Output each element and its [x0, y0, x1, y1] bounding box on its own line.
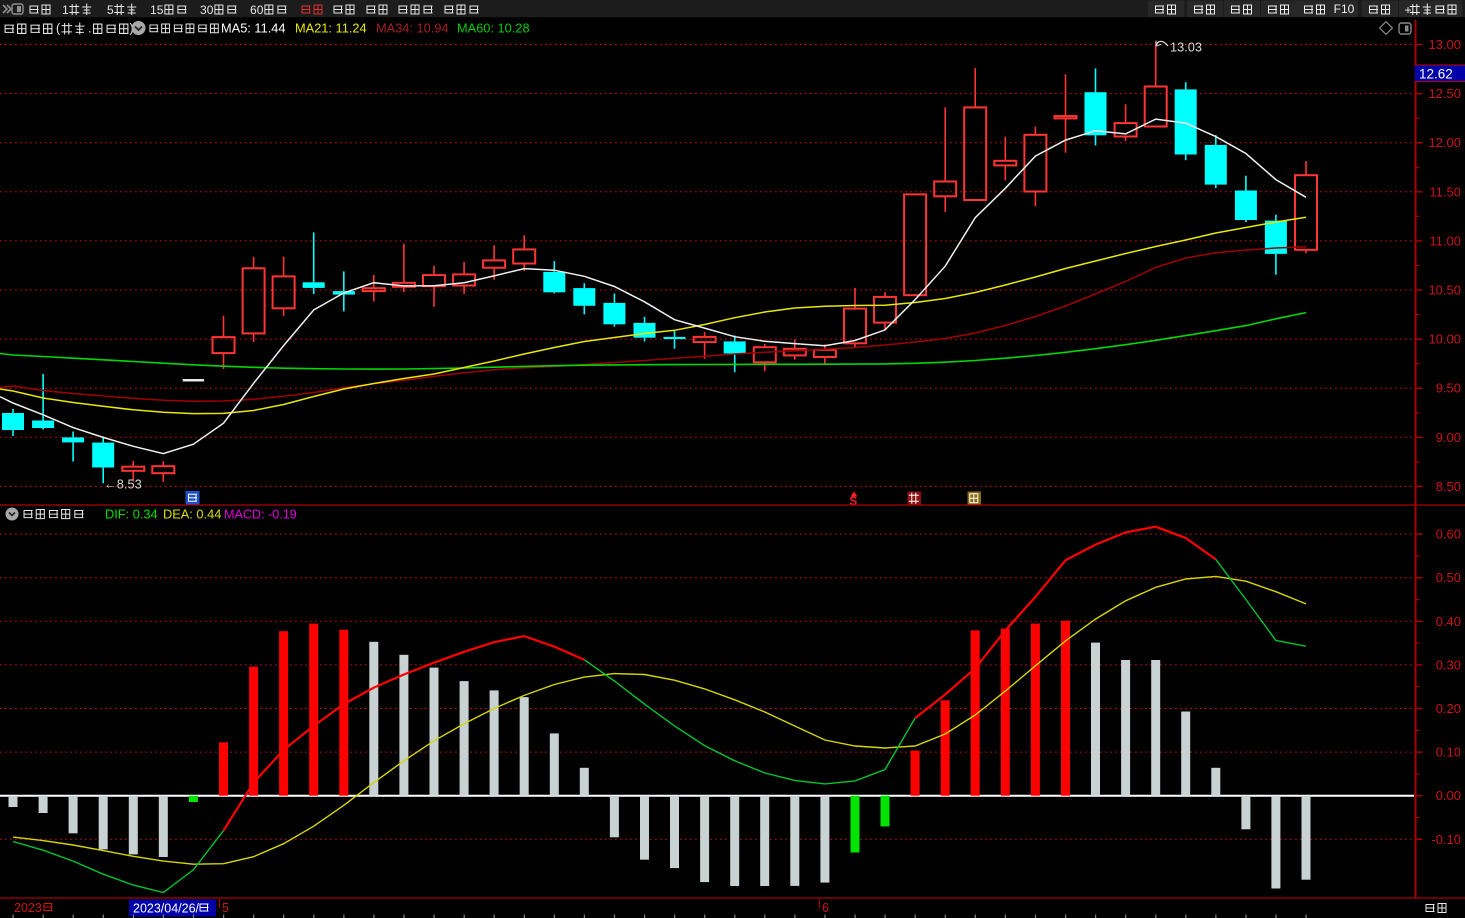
svg-text:0.00: 0.00 — [1436, 788, 1461, 803]
svg-text:9.50: 9.50 — [1436, 381, 1461, 396]
svg-text:2023: 2023 — [14, 901, 42, 915]
svg-text:MACD: -0.19: MACD: -0.19 — [224, 508, 297, 522]
svg-text:13.00: 13.00 — [1428, 37, 1461, 52]
svg-text:10.00: 10.00 — [1428, 332, 1461, 347]
svg-text:5: 5 — [222, 901, 229, 915]
svg-text:0: 0 — [257, 3, 264, 17]
svg-text:+: + — [1405, 3, 1412, 17]
svg-text:11.50: 11.50 — [1429, 184, 1461, 199]
svg-text:12.50: 12.50 — [1428, 86, 1461, 101]
svg-text:11.00: 11.00 — [1429, 233, 1461, 248]
svg-text:10.50: 10.50 — [1428, 283, 1461, 298]
svg-text:MA5: 11.44: MA5: 11.44 — [221, 21, 286, 36]
svg-text:13.03: 13.03 — [1170, 40, 1202, 55]
svg-text:6: 6 — [822, 901, 829, 915]
svg-text:8.50: 8.50 — [1436, 479, 1461, 494]
svg-text:0.10: 0.10 — [1436, 745, 1461, 760]
svg-text:12.00: 12.00 — [1428, 135, 1461, 150]
svg-text:.: . — [88, 22, 91, 36]
svg-text:5: 5 — [107, 3, 114, 17]
svg-text:2023/04/26/: 2023/04/26/ — [133, 902, 200, 916]
svg-text:0.20: 0.20 — [1436, 701, 1461, 716]
svg-text:6: 6 — [250, 3, 257, 17]
svg-text:(: ( — [56, 22, 61, 36]
svg-text:MA34: 10.94: MA34: 10.94 — [376, 21, 449, 36]
svg-text:0: 0 — [207, 3, 214, 17]
svg-text:MA21: 11.24: MA21: 11.24 — [295, 21, 367, 36]
svg-text:MA60: 10.28: MA60: 10.28 — [457, 21, 530, 36]
svg-text:-0.10: -0.10 — [1431, 832, 1461, 847]
svg-text:0.60: 0.60 — [1436, 527, 1461, 542]
svg-text:1: 1 — [150, 3, 157, 17]
svg-text:5: 5 — [157, 3, 164, 17]
svg-text:←8.53: ←8.53 — [104, 477, 142, 492]
svg-text:9.00: 9.00 — [1436, 430, 1461, 445]
svg-text:DEA: 0.44: DEA: 0.44 — [163, 507, 221, 522]
svg-text:12.62: 12.62 — [1419, 67, 1453, 82]
svg-text:0.40: 0.40 — [1436, 614, 1461, 629]
svg-text:0.30: 0.30 — [1436, 657, 1461, 672]
svg-text:DIF: 0.34: DIF: 0.34 — [105, 507, 158, 522]
svg-text:F10: F10 — [1334, 2, 1355, 16]
svg-text:S: S — [850, 496, 858, 508]
svg-text:0.50: 0.50 — [1436, 570, 1461, 585]
svg-text:3: 3 — [200, 3, 207, 17]
svg-text:1: 1 — [62, 3, 69, 17]
